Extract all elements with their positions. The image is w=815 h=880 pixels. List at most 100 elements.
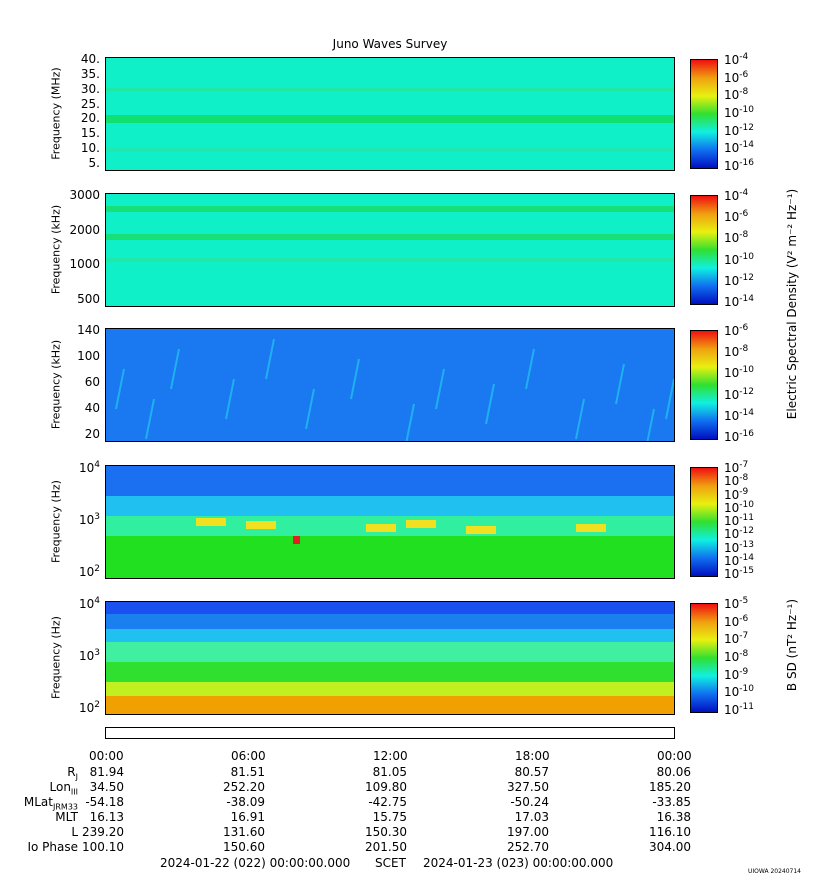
- ephemeris-value: -33.85: [652, 795, 691, 809]
- colorbar-tick-label: 10-8: [724, 87, 749, 103]
- spectrogram-image-2: [106, 329, 674, 441]
- ephemeris-value: 201.50: [365, 840, 407, 854]
- ephemeris-value: -42.75: [368, 795, 407, 809]
- colorbar-tick-label: 10-16: [724, 429, 754, 444]
- colorbar-tick-label: 10-14: [724, 552, 754, 568]
- ephemeris-value: 252.70: [507, 840, 549, 854]
- colorbar-tick-label: 10-10: [724, 251, 754, 267]
- colorbar-tick-label: 10-10: [724, 499, 754, 515]
- ephemeris-value: 17.03: [514, 810, 549, 824]
- colorbar-tick-label: 10-12: [724, 526, 754, 542]
- ephemeris-value: -50.24: [510, 795, 549, 809]
- y-tick-label: 1000: [69, 257, 100, 272]
- y-tick-label: 60: [84, 375, 100, 389]
- spectrogram-image-1: [106, 194, 674, 306]
- ephemeris-value: 150.60: [223, 840, 265, 854]
- colorbar-tick-label: 10-5: [724, 596, 749, 611]
- y-tick-label: 103: [78, 648, 100, 663]
- colorbar-tick-label: 10-10: [724, 684, 754, 700]
- chart-title: Juno Waves Survey: [332, 37, 448, 51]
- colorbar-tick-label: 10-10: [724, 365, 754, 381]
- footer-start-time: 2024-01-22 (022) 00:00:00.000: [160, 856, 351, 870]
- time-tick-label: 12:00: [373, 749, 408, 763]
- colorbar-tick-label: 10-4: [724, 188, 749, 203]
- y-tick-label: 40: [84, 401, 100, 415]
- time-tick-label: 18:00: [515, 749, 550, 763]
- ephemeris-value: 304.00: [649, 840, 691, 854]
- y-tick-label: 40.: [80, 52, 100, 66]
- y-tick-label: 10.: [80, 141, 100, 156]
- ephemeris-value: 327.50: [507, 780, 549, 794]
- ephemeris-value: -38.09: [226, 795, 265, 809]
- ephemeris-label: MLT: [55, 810, 78, 824]
- colorbar-tick-label: 10-6: [724, 209, 749, 225]
- ephemeris-value: 100.10: [82, 840, 124, 854]
- ephemeris-value: 239.20: [82, 825, 124, 839]
- y-tick-label: 104: [78, 460, 100, 475]
- spectrogram-panel-khz-high: [105, 193, 675, 307]
- ephemeris-value: 116.10: [649, 825, 691, 839]
- ephemeris-value: 16.38: [656, 810, 691, 824]
- colorbar-tick-label: 10-9: [724, 666, 749, 682]
- y-tick-label: 140: [77, 323, 100, 337]
- y-tick-label: 102: [78, 564, 100, 579]
- time-tick-label: 06:00: [231, 749, 266, 763]
- ephemeris-value: 34.50: [89, 780, 124, 794]
- y-tick-label: 2000: [69, 222, 100, 237]
- colorbar-tick-label: 10-14: [724, 140, 754, 156]
- y-tick-label: 25.: [80, 96, 100, 111]
- colorbar-tick-label: 10-4: [724, 52, 749, 67]
- colorbar-tick-label: 10-12: [724, 386, 754, 402]
- watermark: UIOWA 20240714: [747, 868, 801, 875]
- colorbar-tick-label: 10-8: [724, 344, 749, 360]
- y-tick-label: 30.: [80, 81, 100, 96]
- time-tick-label: 00:00: [657, 749, 692, 763]
- spectrogram-image-3: [106, 466, 674, 578]
- colorbar-tick-label: 10-6: [724, 323, 749, 338]
- y-tick-label: 15.: [80, 126, 100, 141]
- spectrogram-panel-hz-magnetic: [105, 601, 675, 715]
- colorbar-tick-label: 10-13: [724, 539, 754, 555]
- colorbar-tick-label: 10-11: [724, 702, 754, 717]
- ephemeris-label: MLatJRM33: [23, 795, 78, 812]
- y-tick-label: 20.: [80, 111, 100, 126]
- ephemeris-value: 15.75: [372, 810, 407, 824]
- time-tick-label: 00:00: [89, 749, 124, 763]
- colorbar-tick-label: 10-8: [724, 230, 749, 246]
- spectrogram-panel-khz-low: [105, 328, 675, 442]
- ephemeris-value: 80.57: [514, 765, 549, 779]
- colorbar-tick-label: 10-7: [724, 631, 749, 647]
- colorbar-4: [690, 603, 718, 713]
- y-tick-label: 103: [78, 512, 100, 527]
- y-tick-label: 5.: [88, 156, 100, 170]
- colorbar-tick-label: 10-16: [724, 158, 754, 173]
- colorbar-tick-label: 10-6: [724, 69, 749, 85]
- footer-scet-label: SCET: [375, 856, 406, 870]
- ephemeris-value: 252.20: [223, 780, 265, 794]
- colorbar-0: [690, 59, 718, 169]
- footer-end-time: 2024-01-23 (023) 00:00:00.000: [423, 856, 614, 870]
- colorbar-tick-label: 10-15: [724, 566, 754, 581]
- ephemeris-value: 197.00: [507, 825, 549, 839]
- colorbar-tick-label: 10-7: [724, 460, 749, 475]
- ephemeris-value: 16.13: [89, 810, 124, 824]
- colorbar-tick-label: 10-8: [724, 473, 749, 489]
- ephemeris-value: -54.18: [85, 795, 124, 809]
- ephemeris-label: RJ: [67, 765, 78, 782]
- spectrogram-image-4: [106, 602, 674, 714]
- ephemeris-value: 131.60: [223, 825, 265, 839]
- ephemeris-value: 16.91: [230, 810, 265, 824]
- magnetic-colorbar-label: B SD (nT² Hz⁻¹): [785, 598, 799, 692]
- time-axis-bar: [105, 727, 675, 739]
- colorbar-tick-label: 10-14: [724, 407, 754, 423]
- colorbar-tick-label: 10-10: [724, 105, 754, 120]
- ephemeris-value: 81.94: [89, 765, 124, 779]
- colorbar-tick-label: 10-12: [724, 272, 754, 288]
- ephemeris-value: 150.30: [365, 825, 407, 839]
- ephemeris-label: Io Phase: [27, 840, 78, 854]
- colorbar-3: [690, 467, 718, 577]
- y-tick-label: 500: [77, 292, 100, 306]
- colorbar-tick-label: 10-8: [724, 649, 749, 664]
- spectrogram-panel-mhz: [105, 57, 675, 171]
- ephemeris-label: L: [71, 825, 78, 839]
